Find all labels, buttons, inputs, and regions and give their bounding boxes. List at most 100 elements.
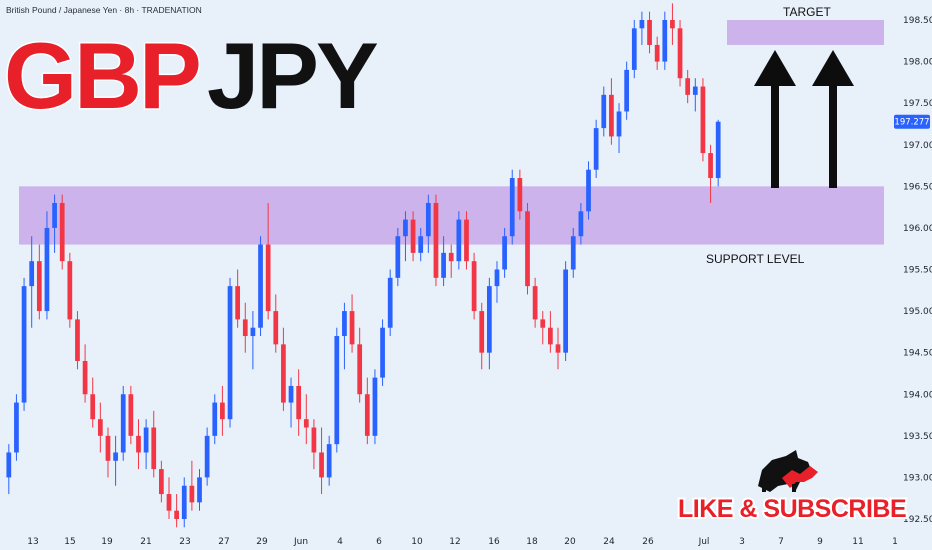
- candle: [502, 227, 507, 278]
- candle: [59, 194, 65, 270]
- candle: [433, 194, 439, 287]
- candle: [326, 435, 332, 486]
- candle: [242, 302, 248, 353]
- candle: [647, 11, 652, 54]
- y-tick-label: 196.000: [903, 224, 932, 234]
- x-tick-label: 16: [488, 537, 500, 547]
- candle: [281, 327, 286, 411]
- x-tick-label: 11: [852, 537, 863, 547]
- candle: [471, 252, 477, 320]
- candle: [319, 427, 324, 495]
- candle: [479, 302, 485, 370]
- candle: [311, 419, 317, 470]
- current-price-label: 197.277: [894, 118, 929, 128]
- candle: [570, 227, 576, 278]
- x-tick-label: 19: [101, 537, 113, 547]
- y-tick-label: 195.000: [903, 307, 932, 317]
- candle: [654, 36, 660, 70]
- x-tick-label: 4: [337, 537, 343, 547]
- candle: [494, 261, 500, 303]
- candle: [639, 11, 645, 45]
- x-tick-label: 26: [642, 537, 654, 547]
- symbol-info: British Pound / Japanese Yen · 8h · TRAD…: [6, 5, 202, 15]
- candle: [250, 311, 256, 370]
- candle: [601, 86, 607, 137]
- y-tick-label: 192.500: [903, 515, 932, 525]
- x-tick-label: 12: [449, 537, 460, 547]
- candle: [181, 477, 187, 528]
- candle: [159, 460, 164, 503]
- candle: [151, 410, 157, 478]
- current-price-badge: [894, 114, 930, 129]
- candle: [342, 302, 347, 370]
- candle: [303, 394, 309, 445]
- x-tick-label: Jun: [293, 537, 308, 547]
- x-tick-label: 29: [256, 537, 268, 547]
- candle: [486, 277, 492, 370]
- candle: [548, 311, 553, 353]
- y-tick-label: 197.000: [903, 141, 932, 151]
- x-tick-label: 23: [179, 537, 190, 547]
- candle: [136, 419, 141, 470]
- zone-target: [727, 20, 884, 45]
- candle: [36, 244, 42, 320]
- candle: [631, 20, 637, 79]
- candle: [273, 294, 279, 353]
- candle: [120, 385, 126, 461]
- candle: [97, 402, 103, 453]
- candle: [364, 377, 370, 445]
- x-tick-label: 21: [140, 537, 151, 547]
- candle: [441, 236, 446, 287]
- like-subscribe-cta[interactable]: LIKE & SUBSCRIBE: [676, 493, 909, 525]
- y-tick-label: 194.000: [903, 390, 932, 400]
- candle: [662, 11, 668, 70]
- x-tick-label: 1: [892, 537, 898, 547]
- candle: [44, 211, 50, 320]
- candle: [189, 460, 195, 511]
- x-tick-label: 3: [739, 537, 745, 547]
- candle: [509, 169, 515, 245]
- candle: [128, 385, 134, 445]
- candle: [410, 211, 416, 262]
- candle: [105, 427, 111, 478]
- candle: [715, 119, 721, 187]
- y-tick-label: 195.500: [903, 266, 932, 276]
- x-tick-label: Jul: [698, 537, 710, 547]
- x-tick-label: 9: [817, 537, 823, 547]
- candle: [586, 161, 591, 220]
- y-tick-label: 198.000: [903, 58, 932, 68]
- candle: [387, 269, 393, 337]
- x-tick-label: 6: [376, 537, 382, 547]
- candle: [288, 377, 294, 428]
- y-tick-label: 198.500: [903, 16, 932, 26]
- candle: [403, 211, 408, 262]
- candle: [380, 319, 385, 386]
- x-tick-label: 15: [64, 537, 75, 547]
- candle: [349, 294, 355, 353]
- candle: [334, 327, 340, 453]
- title-jpy: JPY: [207, 23, 378, 128]
- candle: [296, 369, 302, 436]
- x-tick-label: 24: [603, 537, 615, 547]
- candle: [204, 427, 210, 486]
- candle: [609, 78, 614, 145]
- candle: [197, 469, 202, 511]
- candle: [532, 277, 538, 328]
- candle: [677, 20, 683, 87]
- candle: [456, 211, 462, 270]
- candle: [52, 194, 57, 253]
- candle: [235, 269, 241, 328]
- x-tick-label: 10: [411, 537, 423, 547]
- candle: [708, 144, 713, 203]
- candle: [227, 277, 233, 428]
- candle: [90, 377, 96, 428]
- candle: [464, 211, 469, 270]
- y-tick-label: 194.500: [903, 349, 932, 359]
- candle: [357, 327, 363, 403]
- candle: [113, 435, 118, 486]
- candle: [372, 369, 378, 445]
- candle: [616, 103, 622, 154]
- zone-support: [19, 186, 884, 245]
- title-gbp: GBP: [4, 23, 199, 128]
